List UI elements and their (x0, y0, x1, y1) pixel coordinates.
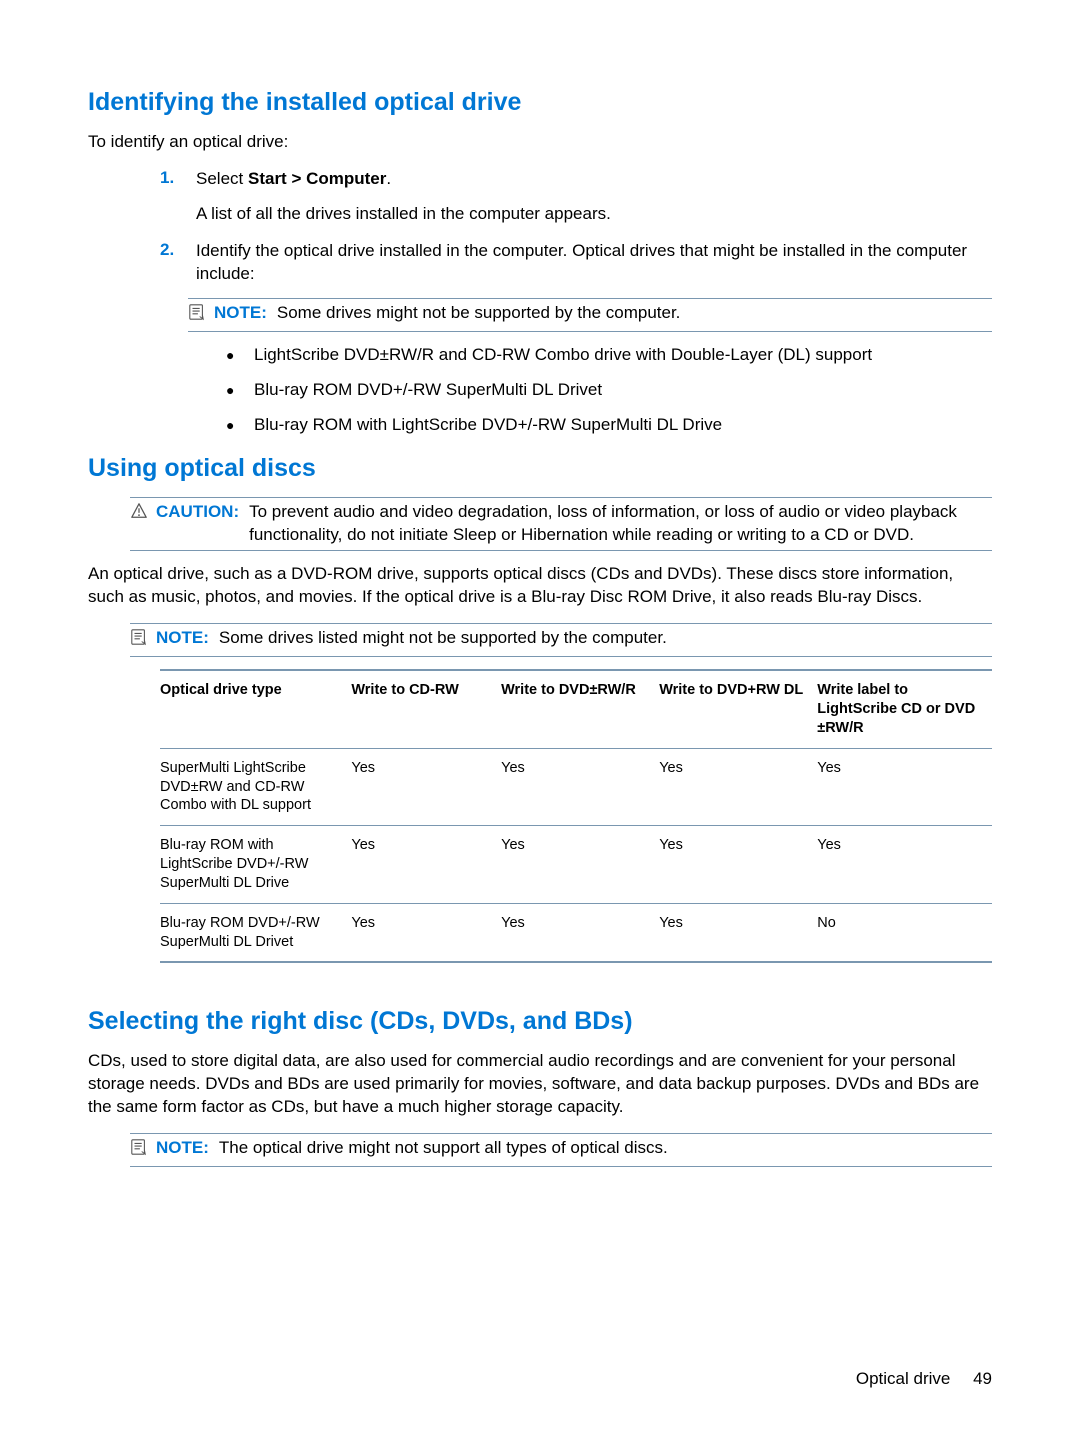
note-text: Some drives listed might not be supporte… (219, 627, 992, 650)
table-cell: Blu-ray ROM with LightScribe DVD+/-RW Su… (160, 826, 351, 904)
note-label: NOTE: (214, 302, 267, 325)
table-cell: Yes (659, 748, 817, 826)
footer-section: Optical drive (856, 1369, 950, 1388)
paragraph: An optical drive, such as a DVD-ROM driv… (88, 563, 992, 609)
footer-page-number: 49 (973, 1369, 992, 1388)
note-icon (130, 628, 150, 653)
caution-icon (130, 502, 150, 527)
note-text: Some drives might not be supported by th… (277, 302, 992, 325)
table-cell: SuperMulti LightScribe DVD±RW and CD-RW … (160, 748, 351, 826)
table-cell: Yes (501, 903, 659, 962)
drive-table-wrap: Optical drive type Write to CD-RW Write … (160, 669, 992, 963)
table-cell: Yes (501, 826, 659, 904)
caution-label: CAUTION: (156, 501, 239, 524)
table-header-row: Optical drive type Write to CD-RW Write … (160, 670, 992, 748)
note-label: NOTE: (156, 1137, 209, 1160)
table-cell: Yes (501, 748, 659, 826)
table-row: Blu-ray ROM DVD+/-RW SuperMulti DL Drive… (160, 903, 992, 962)
bullet-text: Blu-ray ROM DVD+/-RW SuperMulti DL Drive… (254, 379, 992, 402)
table-header: Write label to LightScribe CD or DVD ±RW… (817, 670, 992, 748)
list-item: ● Blu-ray ROM with LightScribe DVD+/-RW … (226, 414, 992, 437)
table-cell: Yes (351, 748, 501, 826)
table-row: Blu-ray ROM with LightScribe DVD+/-RW Su… (160, 826, 992, 904)
table-cell: Blu-ray ROM DVD+/-RW SuperMulti DL Drive… (160, 903, 351, 962)
heading-identifying: Identifying the installed optical drive (88, 88, 992, 117)
step-tail: . (386, 169, 391, 188)
bullet-icon: ● (226, 344, 254, 367)
step-lead: Select (196, 169, 248, 188)
table-cell: Yes (659, 826, 817, 904)
footer: Optical drive 49 (856, 1369, 992, 1389)
step-after: A list of all the drives installed in th… (196, 203, 992, 226)
bullet-icon: ● (226, 414, 254, 437)
table-cell: Yes (659, 903, 817, 962)
note-label: NOTE: (156, 627, 209, 650)
table-cell: Yes (817, 826, 992, 904)
note-icon (130, 1138, 150, 1163)
ordered-list: 1. Select Start > Computer. A list of al… (160, 168, 992, 286)
table-row: SuperMulti LightScribe DVD±RW and CD-RW … (160, 748, 992, 826)
note-callout: NOTE: Some drives might not be supported… (188, 298, 992, 332)
table-header: Write to DVD+RW DL (659, 670, 817, 748)
drive-table: Optical drive type Write to CD-RW Write … (160, 669, 992, 963)
step-body: Identify the optical drive installed in … (196, 240, 992, 286)
step-body: Select Start > Computer. (196, 168, 992, 191)
note-text: The optical drive might not support all … (219, 1137, 992, 1160)
table-cell: Yes (351, 903, 501, 962)
list-item: 2. Identify the optical drive installed … (160, 240, 992, 286)
step-bold: Start > Computer (248, 169, 386, 188)
bullet-icon: ● (226, 379, 254, 402)
list-item: ● Blu-ray ROM DVD+/-RW SuperMulti DL Dri… (226, 379, 992, 402)
bullet-text: Blu-ray ROM with LightScribe DVD+/-RW Su… (254, 414, 992, 437)
intro-text: To identify an optical drive: (88, 131, 992, 154)
heading-selecting: Selecting the right disc (CDs, DVDs, and… (88, 1007, 992, 1036)
step-number: 1. (160, 168, 196, 191)
table-cell: No (817, 903, 992, 962)
paragraph: CDs, used to store digital data, are als… (88, 1050, 992, 1119)
table-cell: Yes (351, 826, 501, 904)
list-item: ● LightScribe DVD±RW/R and CD-RW Combo d… (226, 344, 992, 367)
table-header: Optical drive type (160, 670, 351, 748)
note-icon (188, 303, 208, 328)
note-callout: NOTE: The optical drive might not suppor… (130, 1133, 992, 1167)
list-item: 1. Select Start > Computer. (160, 168, 992, 191)
bullet-text: LightScribe DVD±RW/R and CD-RW Combo dri… (254, 344, 992, 367)
table-cell: Yes (817, 748, 992, 826)
bullet-list: ● LightScribe DVD±RW/R and CD-RW Combo d… (226, 344, 992, 437)
table-header: Write to CD-RW (351, 670, 501, 748)
note-callout: NOTE: Some drives listed might not be su… (130, 623, 992, 657)
caution-text: To prevent audio and video degradation, … (249, 501, 992, 547)
table-header: Write to DVD±RW/R (501, 670, 659, 748)
caution-callout: CAUTION: To prevent audio and video degr… (130, 497, 992, 551)
page: Identifying the installed optical drive … (0, 0, 1080, 1437)
heading-using: Using optical discs (88, 454, 992, 483)
step-number: 2. (160, 240, 196, 286)
